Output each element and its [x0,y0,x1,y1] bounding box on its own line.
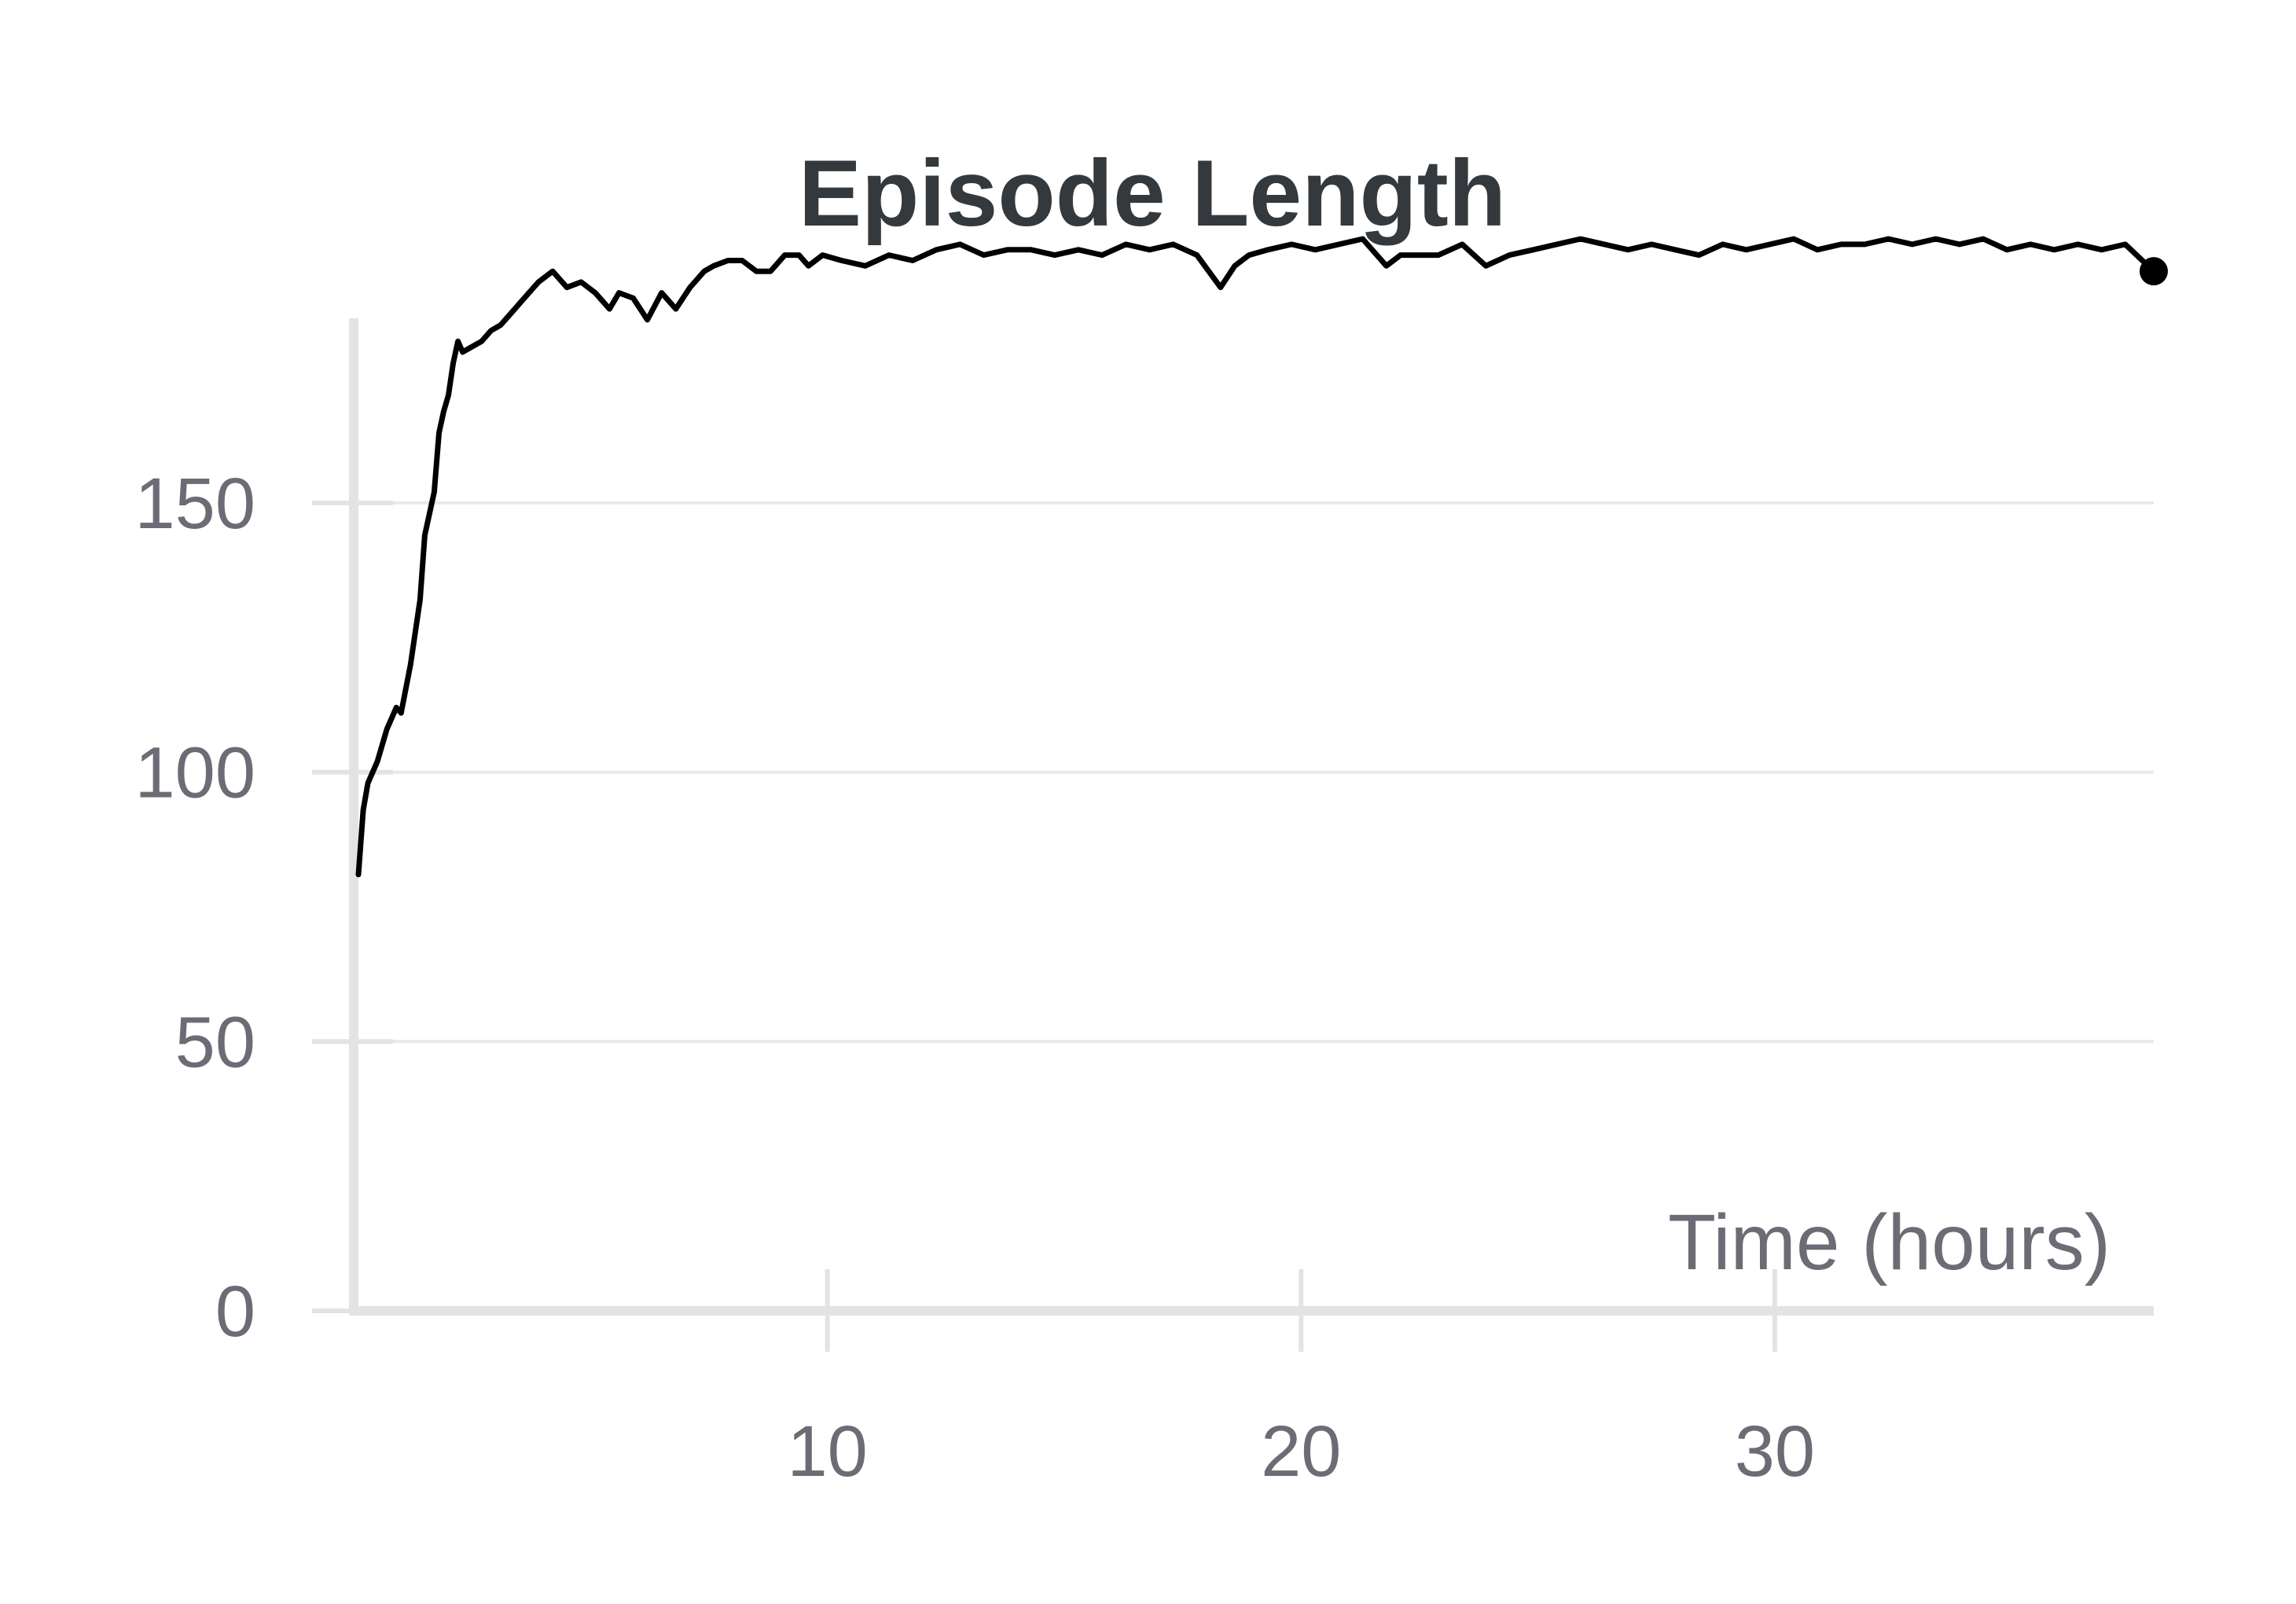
axis-layer: 0 50 100 150 10 20 30 [135,318,2154,1492]
series-line [355,236,2157,878]
series-layer [355,236,2168,878]
grid-layer [354,501,2154,1044]
y-tick-label: 50 [175,1002,255,1082]
y-tick-label: 100 [135,733,256,813]
y-tick-label: 0 [215,1272,255,1352]
y-tick-label: 150 [135,464,256,544]
x-tick-label: 30 [1735,1411,1815,1492]
x-tick-label: 10 [787,1411,867,1492]
x-axis-label: Time (hours) [1668,1198,2110,1287]
series-end-point [2140,257,2168,286]
chart-title: Episode Length [799,141,1506,246]
x-tick-label: 20 [1261,1411,1341,1492]
